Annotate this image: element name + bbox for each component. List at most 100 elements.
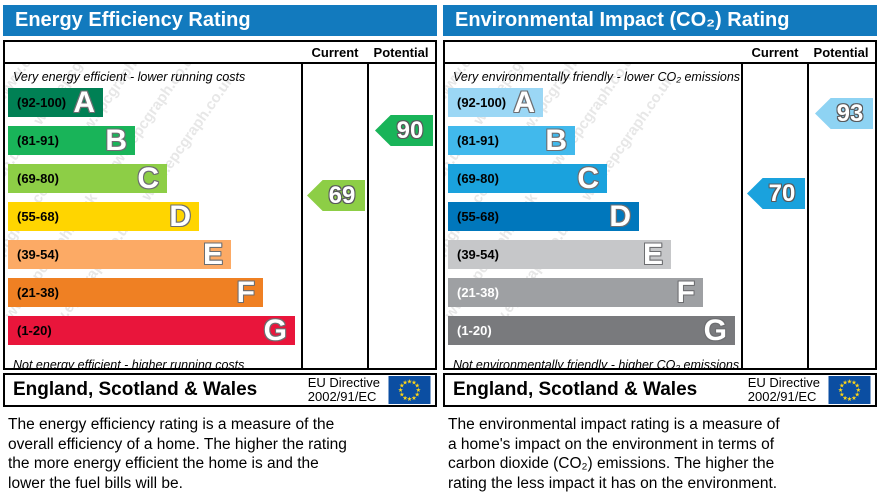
band-range-label: (21-38) xyxy=(17,285,59,300)
rating-description: The energy efficiency rating is a measur… xyxy=(8,416,347,492)
band-letter: F xyxy=(676,275,695,309)
svg-text:★: ★ xyxy=(399,383,405,390)
svg-text:★: ★ xyxy=(842,395,848,402)
svg-text:★: ★ xyxy=(398,387,404,394)
band-letter: C xyxy=(577,161,599,195)
column-header-current: Current xyxy=(751,45,799,60)
band-letter: B xyxy=(105,123,127,157)
rating-table: www.epcgraph.co.uk www.epcgraph.co.uk ww… xyxy=(3,40,437,370)
rating-band: (92-100) A xyxy=(8,85,103,119)
eu-directive-label: EU Directive 2002/91/EC xyxy=(747,375,820,404)
panel-title: Environmental Impact (CO₂) Rating xyxy=(443,5,877,36)
svg-text:★: ★ xyxy=(416,387,422,394)
svg-text:★: ★ xyxy=(399,392,405,399)
rating-band: (69-80) C xyxy=(448,161,607,195)
rating-band: (1-20) G xyxy=(8,313,295,347)
band-range-label: (81-91) xyxy=(457,133,499,148)
potential-rating-value: 93 xyxy=(836,99,864,127)
rating-band: (69-80) C xyxy=(8,163,167,193)
svg-text:★: ★ xyxy=(414,392,420,399)
band-chart-area: Very environmentally friendly - lower CO… xyxy=(445,64,875,370)
scale-note-bottom: Not environmentally friendly - higher CO… xyxy=(453,358,740,370)
panel-title: Energy Efficiency Rating xyxy=(3,5,437,36)
band-letter: G xyxy=(263,313,287,347)
region-label: England, Scotland & Wales xyxy=(13,379,258,400)
svg-text:★: ★ xyxy=(411,379,417,386)
band-range-label: (21-38) xyxy=(457,285,499,300)
rating-band: (92-100) A xyxy=(448,85,543,119)
column-divider xyxy=(367,42,369,368)
svg-text:★: ★ xyxy=(402,395,408,402)
region-label: England, Scotland & Wales xyxy=(453,379,698,400)
svg-text:★: ★ xyxy=(856,387,862,394)
column-divider xyxy=(741,42,743,368)
rating-band: (1-20) G xyxy=(448,313,735,347)
band-range-label: (81-91) xyxy=(17,133,59,148)
svg-text:★: ★ xyxy=(839,383,845,390)
band-letter: E xyxy=(202,237,223,271)
svg-text:★: ★ xyxy=(407,396,413,403)
band-range-label: (55-68) xyxy=(457,209,499,224)
potential-rating-arrow: 90 xyxy=(375,115,433,146)
band-range-label: (1-20) xyxy=(457,323,492,338)
rating-table: www.epcgraph.co.uk www.epcgraph.co.uk ww… xyxy=(443,40,877,370)
rating-band: (81-91) B xyxy=(448,123,575,157)
rating-band: (39-54) E xyxy=(448,237,671,271)
column-divider xyxy=(301,42,303,368)
band-range-label: (69-80) xyxy=(17,171,59,186)
environmental-impact-panel: Environmental Impact (CO₂) Rating www.ep… xyxy=(443,5,877,493)
svg-text:★: ★ xyxy=(839,392,845,399)
band-chart-area: Very energy efficient - lower running co… xyxy=(5,64,435,370)
column-header-potential: Potential xyxy=(373,45,429,60)
band-letter: B xyxy=(545,123,567,157)
svg-text:★: ★ xyxy=(847,396,853,403)
region-footer: England, Scotland & Wales EU Directive 2… xyxy=(3,373,437,407)
band-range-label: (1-20) xyxy=(17,323,52,338)
column-header-current: Current xyxy=(311,45,359,60)
svg-text:★: ★ xyxy=(407,378,413,385)
rating-band: (21-38) F xyxy=(448,275,703,309)
column-divider xyxy=(807,42,809,368)
svg-text:★: ★ xyxy=(402,379,408,386)
current-rating-value: 69 xyxy=(328,181,356,209)
band-range-label: (69-80) xyxy=(457,171,499,186)
svg-text:★: ★ xyxy=(842,379,848,386)
rating-band: (39-54) E xyxy=(8,237,231,271)
eu-directive-label: EU Directive 2002/91/EC xyxy=(307,375,380,404)
scale-note-top: Very energy efficient - lower running co… xyxy=(13,70,246,84)
band-range-label: (39-54) xyxy=(457,247,499,262)
rating-band: (81-91) B xyxy=(8,123,135,157)
svg-text:★: ★ xyxy=(838,387,844,394)
scale-note-bottom: Not energy efficient - higher running co… xyxy=(13,358,245,370)
band-range-label: (92-100) xyxy=(457,95,507,110)
column-header-row: Current Potential xyxy=(5,42,435,64)
band-letter: A xyxy=(73,85,95,119)
band-letter: E xyxy=(642,237,663,271)
svg-text:★: ★ xyxy=(854,392,860,399)
rating-description: The environmental impact rating is a mea… xyxy=(448,416,780,492)
band-letter: D xyxy=(609,199,631,233)
svg-text:★: ★ xyxy=(854,383,860,390)
scale-note-top: Very environmentally friendly - lower CO… xyxy=(453,70,741,84)
svg-text:★: ★ xyxy=(414,383,420,390)
rating-band: (55-68) D xyxy=(8,199,199,233)
svg-text:★: ★ xyxy=(851,379,857,386)
current-rating-value: 70 xyxy=(768,179,796,207)
eu-flag-icon: ★ ★ ★ ★ ★ ★ ★ ★ ★ ★ ★ ★ xyxy=(827,376,872,404)
svg-text:★: ★ xyxy=(411,395,417,402)
rating-band: (21-38) F xyxy=(8,277,263,307)
rating-band: (55-68) D xyxy=(448,199,639,233)
band-letter: A xyxy=(513,85,535,119)
column-header-potential: Potential xyxy=(813,45,869,60)
energy-efficiency-panel: Energy Efficiency Rating www.epcgraph.co… xyxy=(3,5,437,493)
band-letter: G xyxy=(703,313,727,347)
potential-rating-value: 90 xyxy=(396,116,424,144)
band-letter: D xyxy=(169,199,191,233)
column-header-row: Current Potential xyxy=(445,42,875,64)
svg-text:★: ★ xyxy=(847,378,853,385)
svg-text:★: ★ xyxy=(851,395,857,402)
band-range-label: (55-68) xyxy=(17,209,59,224)
band-range-label: (92-100) xyxy=(17,95,67,110)
region-footer: England, Scotland & Wales EU Directive 2… xyxy=(443,373,877,407)
eu-flag-icon: ★ ★ ★ ★ ★ ★ ★ ★ ★ ★ ★ ★ xyxy=(387,376,432,404)
